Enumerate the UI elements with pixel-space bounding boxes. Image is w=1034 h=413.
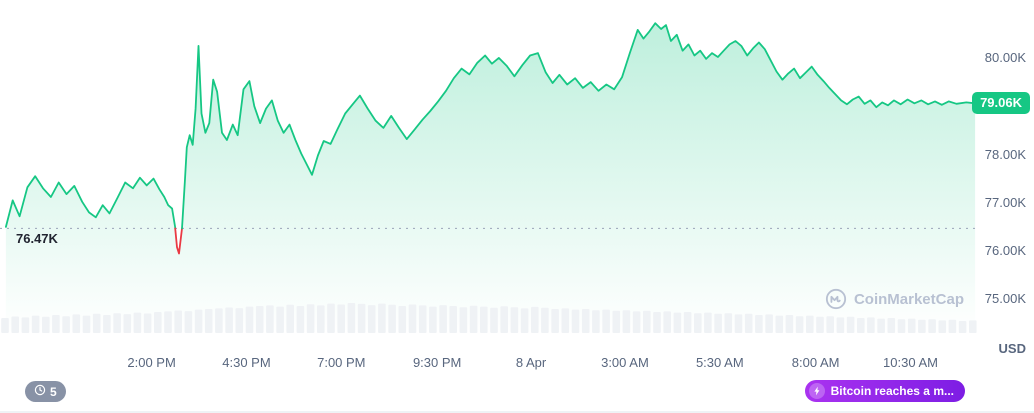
x-axis-label: 4:30 PM: [222, 355, 271, 370]
y-axis-label: 78.00K: [984, 146, 1026, 162]
news-alert-text: Bitcoin reaches a m...: [830, 384, 954, 398]
history-clock-icon: [34, 384, 46, 399]
recently-viewed-badge[interactable]: 5: [25, 381, 66, 402]
currency-label: USD: [998, 341, 1026, 356]
coinmarketcap-logo-icon: [825, 288, 847, 310]
x-axis-label: 7:00 PM: [317, 355, 366, 370]
price-area-fill: [5, 23, 976, 333]
coinmarketcap-watermark: CoinMarketCap: [825, 288, 964, 310]
x-axis-label: 3:00 AM: [601, 355, 649, 370]
y-axis-label: 77.00K: [984, 194, 1026, 210]
x-axis-label: 5:30 AM: [695, 355, 744, 370]
y-axis-label: 80.00K: [984, 49, 1026, 65]
x-axis-label: 8:00 AM: [791, 355, 840, 370]
history-count: 5: [50, 384, 57, 399]
price-line-up-segment: [5, 175, 177, 230]
y-axis-label: 75.00K: [984, 291, 1026, 307]
x-axis: 2:00 PM 4:30 PM 7:00 PM 9:30 PM 8 Apr 3:00 AM…: [0, 355, 978, 373]
x-axis-label: 8 Apr: [515, 355, 547, 370]
volume-bars: [1, 303, 977, 333]
price-area-chart[interactable]: [0, 0, 978, 340]
current-price-badge: 79.06K: [972, 92, 1030, 115]
price-line-up-segment: [181, 22, 976, 230]
x-axis-label: 9:30 PM: [412, 355, 462, 370]
bottom-divider: [0, 411, 1034, 413]
news-alert-badge[interactable]: Bitcoin reaches a m...: [804, 380, 965, 402]
lightning-icon: [808, 383, 825, 399]
x-axis-label: 2:00 PM: [127, 355, 176, 370]
watermark-text: CoinMarketCap: [853, 290, 964, 308]
baseline-price-label: 76.47K: [16, 231, 58, 247]
x-axis-label: 10:30 AM: [883, 355, 938, 370]
y-axis-label: 76.00K: [984, 243, 1026, 259]
